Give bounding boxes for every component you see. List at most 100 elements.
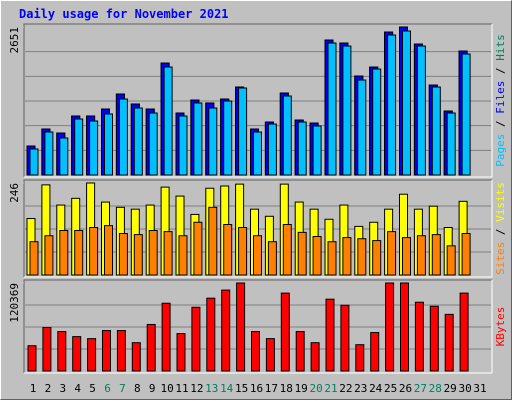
- bar: [146, 323, 156, 372]
- bar: [223, 224, 233, 276]
- x-tick-label: 1: [30, 382, 37, 395]
- bar: [461, 232, 471, 276]
- y-tick-label: 246: [8, 183, 21, 203]
- bar: [176, 333, 186, 372]
- bar: [42, 327, 52, 372]
- bar: [414, 301, 424, 372]
- bar: [208, 107, 218, 176]
- bar: [355, 344, 365, 372]
- bar: [57, 331, 67, 372]
- bar: [191, 306, 201, 372]
- bar: [267, 123, 277, 176]
- x-tick-label: 10: [160, 382, 173, 395]
- x-tick-label: 28: [429, 382, 442, 395]
- legend-separator: /: [494, 222, 507, 242]
- bar: [59, 229, 69, 276]
- x-tick-label: 12: [190, 382, 203, 395]
- bar: [102, 330, 111, 372]
- bar: [208, 206, 218, 276]
- bar: [402, 237, 411, 276]
- bar: [29, 148, 39, 176]
- bar: [116, 330, 126, 372]
- bar: [387, 34, 397, 176]
- bar: [357, 238, 367, 276]
- bar: [327, 241, 337, 276]
- bar: [446, 112, 456, 176]
- bar: [251, 331, 260, 372]
- x-tick-label: 24: [369, 382, 383, 395]
- bar: [104, 113, 113, 176]
- bar: [416, 45, 426, 176]
- bar: [444, 313, 454, 372]
- y-tick-label: 2651: [8, 27, 21, 54]
- bar: [282, 224, 292, 276]
- panel-border: [23, 279, 492, 373]
- legend-entry: Pages: [494, 134, 507, 167]
- bar: [459, 292, 469, 372]
- y-tick-label: 120369: [8, 283, 21, 323]
- x-tick-label: 21: [324, 382, 337, 395]
- bar: [148, 229, 158, 276]
- bar: [44, 235, 54, 276]
- bar: [431, 234, 441, 276]
- bar: [327, 42, 337, 176]
- bar: [340, 304, 350, 372]
- x-tick-label: 27: [414, 382, 427, 395]
- panel-border: [23, 179, 492, 277]
- bar: [416, 235, 426, 276]
- bar: [131, 342, 141, 372]
- bar: [342, 237, 352, 276]
- bar: [312, 125, 322, 176]
- x-tick-label: 11: [175, 382, 188, 395]
- bar: [133, 234, 143, 276]
- bar: [223, 100, 233, 176]
- x-tick-label: 31: [473, 382, 486, 395]
- bar: [59, 137, 69, 176]
- x-tick-label: 15: [235, 382, 248, 395]
- x-tick-label: 18: [280, 382, 293, 395]
- bar: [400, 282, 409, 372]
- x-tick-label: 8: [134, 382, 141, 395]
- bar: [265, 338, 275, 372]
- bar: [446, 245, 456, 276]
- bar: [27, 345, 37, 372]
- bar: [431, 86, 441, 176]
- bar: [342, 45, 352, 176]
- x-tick-label: 3: [59, 382, 66, 395]
- x-tick-label: 16: [250, 382, 263, 395]
- bar: [295, 331, 305, 372]
- bar: [178, 115, 188, 176]
- bar: [297, 231, 307, 276]
- bar: [104, 225, 113, 276]
- x-tick-label: 7: [119, 382, 126, 395]
- x-tick-label: 25: [384, 382, 397, 395]
- bar: [357, 79, 367, 176]
- legend-separator: /: [494, 114, 507, 134]
- x-tick-label: 2: [45, 382, 52, 395]
- bar: [372, 240, 382, 276]
- panel-border: [24, 180, 493, 278]
- bar: [163, 66, 173, 176]
- bar: [267, 241, 277, 276]
- bar: [193, 102, 203, 176]
- bar: [238, 87, 248, 176]
- bar: [44, 131, 54, 176]
- bar: [236, 282, 246, 372]
- bar: [221, 289, 231, 372]
- legend-entry: KBytes: [494, 307, 507, 347]
- bar: [29, 241, 39, 276]
- bar: [310, 342, 320, 372]
- bar: [74, 229, 84, 276]
- bar: [387, 231, 397, 276]
- x-tick-label: 6: [104, 382, 111, 395]
- bar: [370, 332, 380, 372]
- x-tick-label: 17: [265, 382, 278, 395]
- legend-entry: Hits: [494, 34, 507, 61]
- bar: [89, 227, 99, 276]
- legend-separator: /: [494, 61, 507, 81]
- bar: [74, 118, 84, 176]
- bar: [178, 235, 188, 276]
- legend: Pages / Files / Hits: [494, 34, 507, 167]
- panel-border: [24, 280, 493, 374]
